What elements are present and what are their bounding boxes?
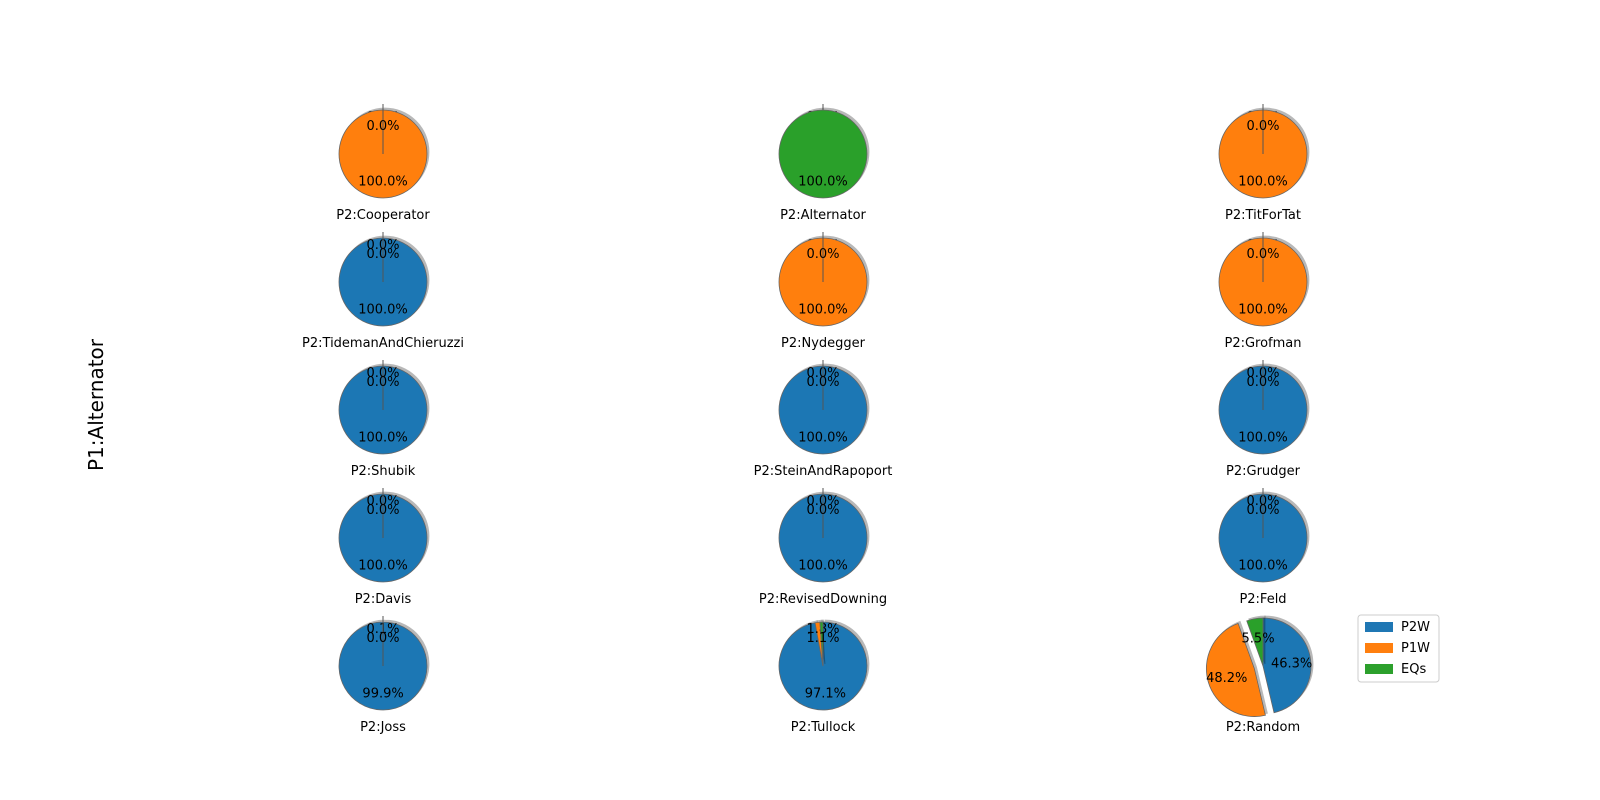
pies-layer: 0.0% 100.0% 0.0% P2:Cooperator 0.0% 0.0% 100.0… <box>302 104 1312 735</box>
pie-alternator: 0.0%0.0%100.0%P2:Alternator <box>778 104 868 223</box>
label-joss-p2w: 99.9% <box>362 686 403 701</box>
label-alternator-eqs: 100.0% <box>798 174 848 189</box>
pie-grofman: 0.0%100.0%0.0%P2:Grofman <box>1218 232 1308 351</box>
label-cooperator-eqs: 0.0% <box>366 119 399 134</box>
pie-davis: 100.0%0.0%0.0%P2:Davis <box>338 488 428 607</box>
pie-title-davis: P2:Davis <box>355 592 412 607</box>
pie-stein-and-rapoport: 100.0%0.0%0.0%P2:SteinAndRapoport <box>754 360 893 479</box>
pie-tideman-and-chieruzzi: 100.0%0.0%0.0%P2:TidemanAndChieruzzi <box>302 232 464 351</box>
pie-tullock: 97.1%1.8%1.1%P2:Tullock <box>778 621 868 735</box>
legend-label-p2w: P2W <box>1401 620 1430 635</box>
pie-title-joss: P2:Joss <box>360 720 406 735</box>
label-joss-eqs: 0.0% <box>366 631 399 646</box>
slice-alternator-eqs <box>778 109 868 199</box>
pie-title-stein-and-rapoport: P2:SteinAndRapoport <box>754 464 893 479</box>
pie-shubik: 100.0%0.0%0.0%P2:Shubik <box>338 360 428 479</box>
label-feld-eqs: 0.0% <box>1246 503 1279 518</box>
label-nydegger-p1w: 100.0% <box>798 302 848 317</box>
label-shubik-eqs: 0.0% <box>366 375 399 390</box>
slice-random-p2w <box>1262 617 1312 714</box>
pie-joss: 99.9%0.1%0.0%P2:Joss <box>338 616 428 735</box>
label-grofman-eqs: 0.0% <box>1246 247 1279 262</box>
pie-title-revised-downing: P2:RevisedDowning <box>759 592 887 607</box>
pie-title-tideman-and-chieruzzi: P2:TidemanAndChieruzzi <box>302 336 464 351</box>
label-feld-p2w: 100.0% <box>1238 558 1288 573</box>
legend-swatch-p2w <box>1365 622 1393 632</box>
label-tullock-p2w: 97.1% <box>805 686 846 701</box>
legend-swatch-p1w <box>1365 643 1393 653</box>
label-grofman-p1w: 100.0% <box>1238 302 1288 317</box>
label-tit-for-tat-p1w: 100.0% <box>1238 174 1288 189</box>
pie-title-random: P2:Random <box>1226 720 1300 735</box>
pie-title-alternator: P2:Alternator <box>780 208 866 223</box>
pie-title-grudger: P2:Grudger <box>1226 464 1301 479</box>
pie-title-tit-for-tat: P2:TitForTat <box>1225 208 1301 223</box>
label-random-p2w: 46.3% <box>1271 657 1312 672</box>
legend-label-eqs: EQs <box>1401 662 1426 677</box>
pie-title-nydegger: P2:Nydegger <box>781 336 866 351</box>
pie-revised-downing: 100.0%0.0%0.0%P2:RevisedDowning <box>759 488 887 607</box>
label-nydegger-eqs: 0.0% <box>806 247 839 262</box>
slice-random-eqs <box>1246 617 1264 667</box>
pie-title-grofman: P2:Grofman <box>1224 336 1301 351</box>
legend-label-p1w: P1W <box>1401 641 1430 656</box>
label-stein-and-rapoport-eqs: 0.0% <box>806 375 839 390</box>
legend-swatch-eqs <box>1365 664 1393 674</box>
pie-grudger: 100.0%0.0%0.0%P2:Grudger <box>1218 360 1308 479</box>
label-davis-p2w: 100.0% <box>358 558 408 573</box>
slice-random-p1w <box>1206 622 1266 717</box>
label-tit-for-tat-eqs: 0.0% <box>1246 119 1279 134</box>
pie-tit-for-tat: 0.0%100.0%0.0%P2:TitForTat <box>1218 104 1308 223</box>
pie-nydegger: 0.0%100.0%0.0%P2:Nydegger <box>778 232 868 351</box>
label-shubik-p2w: 100.0% <box>358 430 408 445</box>
slice-tullock-eqs <box>819 621 824 667</box>
pie-title-cooperator: P2:Cooperator <box>336 208 430 223</box>
label-grudger-p2w: 100.0% <box>1238 430 1288 445</box>
label-tullock-eqs: 1.1% <box>806 631 839 646</box>
label-davis-eqs: 0.0% <box>366 503 399 518</box>
figure-ylabel: P1:Alternator <box>84 338 108 471</box>
label-random-eqs: 5.5% <box>1242 632 1275 647</box>
legend: P2W P1W EQs <box>1357 614 1440 683</box>
label-grudger-eqs: 0.0% <box>1246 375 1279 390</box>
label-revised-downing-eqs: 0.0% <box>806 503 839 518</box>
pie-cooperator: 0.0%100.0%0.0%P2:Cooperator <box>336 104 430 223</box>
pie-title-tullock: P2:Tullock <box>791 720 856 735</box>
label-tideman-and-chieruzzi-p2w: 100.0% <box>358 302 408 317</box>
pie-title-shubik: P2:Shubik <box>351 464 416 479</box>
pie-feld: 100.0%0.0%0.0%P2:Feld <box>1218 488 1308 607</box>
label-stein-and-rapoport-p2w: 100.0% <box>798 430 848 445</box>
label-random-p1w: 48.2% <box>1206 671 1247 686</box>
label-cooperator-p1w: 100.0% <box>358 174 408 189</box>
pie-random: 46.3% 48.2% 5.5% P2:Random <box>1206 617 1312 735</box>
pie-title-feld: P2:Feld <box>1239 592 1286 607</box>
label-revised-downing-p2w: 100.0% <box>798 558 848 573</box>
label-tideman-and-chieruzzi-eqs: 0.0% <box>366 247 399 262</box>
